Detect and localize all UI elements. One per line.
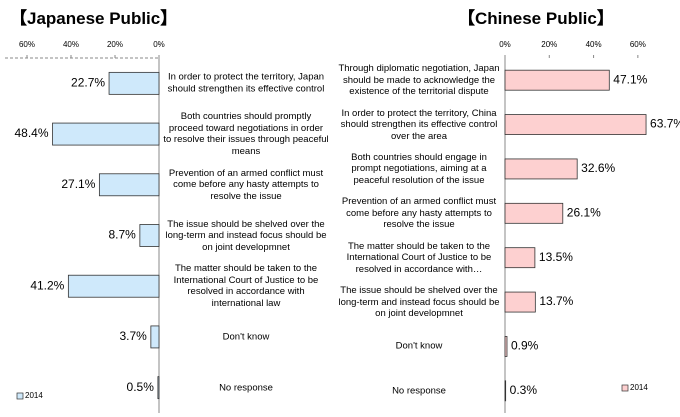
bar — [98, 173, 160, 197]
category-label: In order to protect the territory, China… — [340, 107, 498, 142]
x-tick-label: 20% — [107, 40, 123, 49]
value-label: 41.2% — [30, 278, 64, 292]
x-tick-label: 0% — [499, 40, 511, 49]
value-label: 0.3% — [510, 383, 538, 397]
bar — [150, 325, 160, 349]
x-tick-label: 0% — [153, 40, 165, 49]
category-label: In order to protect the territory, Japan… — [167, 71, 325, 95]
bar — [504, 158, 578, 180]
x-tick-label: 20% — [541, 40, 557, 49]
value-label: 0.5% — [127, 380, 155, 394]
value-label: 47.1% — [613, 72, 647, 86]
chart-title: 【Chinese Public】 — [458, 9, 614, 28]
bar — [504, 247, 536, 269]
category-label: Don't know — [395, 340, 443, 352]
value-label: 32.6% — [581, 161, 615, 175]
bar — [157, 376, 160, 400]
category-label: Don't know — [222, 331, 270, 343]
category-label: No response — [219, 381, 273, 393]
bar — [504, 291, 536, 313]
value-label: 0.9% — [511, 339, 539, 353]
category-label: Both countries should promptly proceed t… — [163, 111, 329, 157]
value-label: 8.7% — [109, 228, 137, 242]
bar — [504, 336, 508, 357]
chart-title: 【Japanese Public】 — [10, 9, 178, 28]
category-label: Both countries should engage in prompt n… — [351, 151, 487, 186]
category-label: Prevention of an armed conflict must com… — [168, 167, 324, 202]
value-label: 26.1% — [567, 205, 601, 219]
x-tick-label: 40% — [586, 40, 602, 49]
legend-swatch — [621, 384, 629, 392]
value-label: 13.5% — [539, 250, 573, 264]
category-label: The issue should be shelved over the lon… — [338, 284, 500, 319]
x-tick-label: 60% — [19, 40, 35, 49]
bar — [504, 114, 647, 135]
bar — [139, 224, 160, 247]
legend-swatch — [16, 392, 24, 400]
legend-label: 2014 — [630, 383, 648, 392]
bar — [67, 274, 160, 298]
bar — [504, 69, 610, 91]
category-label: The matter should be taken to the Intern… — [346, 240, 492, 275]
value-label: 13.7% — [539, 294, 573, 308]
value-label: 22.7% — [71, 76, 105, 90]
category-label: Through diplomatic negotiation, Japan sh… — [338, 62, 500, 97]
x-tick-label: 40% — [63, 40, 79, 49]
category-label: No response — [392, 385, 446, 397]
category-label: The matter should be taken to the Intern… — [173, 263, 319, 309]
bar — [108, 71, 160, 95]
category-label: The issue should be shelved over the lon… — [165, 218, 327, 253]
value-label: 3.7% — [120, 329, 148, 343]
bar — [504, 380, 507, 402]
bar — [52, 122, 160, 146]
category-label: Prevention of an armed conflict must com… — [341, 196, 497, 231]
x-tick-label: 60% — [630, 40, 646, 49]
value-label: 27.1% — [61, 177, 95, 191]
value-label: 63.7% — [650, 117, 680, 131]
legend-label: 2014 — [25, 391, 43, 400]
bar — [504, 202, 564, 224]
value-label: 48.4% — [14, 126, 48, 140]
